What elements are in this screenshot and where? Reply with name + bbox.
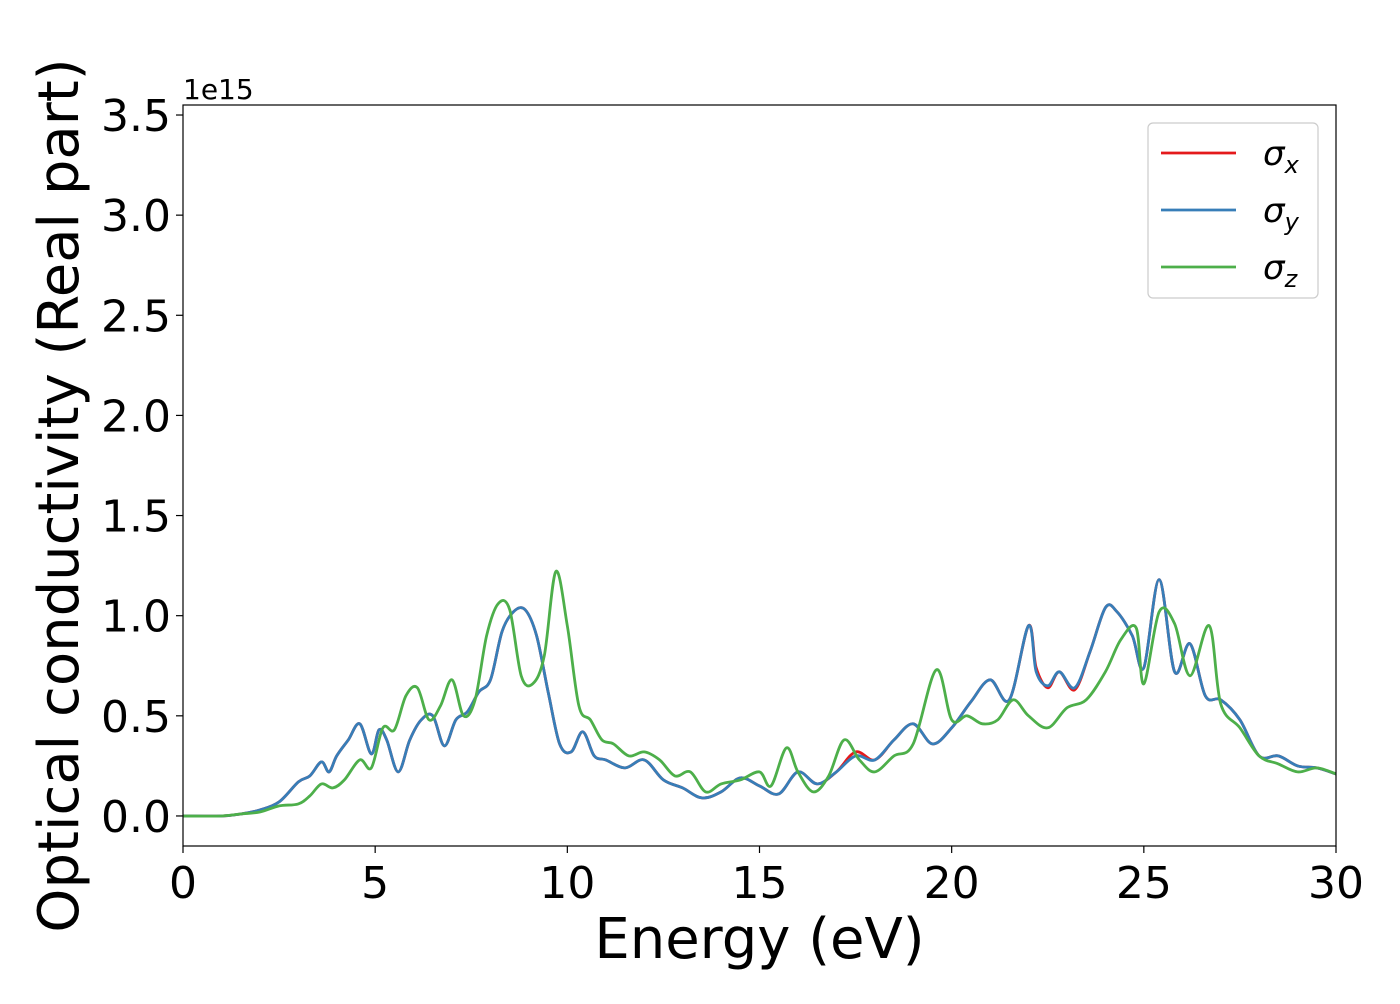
y-tick-label: 2.5: [101, 291, 171, 342]
y-tick-label: 0.0: [101, 792, 171, 843]
x-tick-label: 0: [169, 858, 197, 909]
y-tick-label: 0.5: [101, 692, 171, 743]
y-tick-label: 3.0: [101, 191, 171, 242]
y-axis-title: Optical conductivity (Real part): [27, 58, 92, 932]
x-tick-label: 15: [732, 858, 788, 909]
series-line-x: [182, 578, 1337, 818]
legend-label-z: σz: [1263, 248, 1299, 293]
x-tick-label: 30: [1308, 858, 1364, 909]
x-axis-ticks: 0 5 10 15 20 25 30: [169, 846, 1364, 909]
y-tick-label: 3.5: [101, 91, 171, 142]
y-axis-ticks: 0.0 0.5 1.0 1.5 2.0 2.5 3.0 3.5: [101, 91, 183, 843]
legend: σx σy σz: [1147, 122, 1319, 299]
x-axis-title: Energy (eV): [594, 907, 924, 972]
x-tick-label: 10: [539, 858, 595, 909]
series-line-y: [182, 578, 1337, 818]
y-tick-label: 1.5: [101, 492, 171, 543]
x-tick-label: 20: [924, 858, 980, 909]
legend-label-y: σy: [1263, 191, 1300, 236]
legend-label-x: σx: [1263, 134, 1300, 179]
x-tick-label: 25: [1116, 858, 1172, 909]
series-lines: [182, 570, 1337, 818]
y-tick-label: 1.0: [101, 592, 171, 643]
y-tick-label: 2.0: [101, 391, 171, 442]
x-tick-label: 5: [361, 858, 389, 909]
y-axis-offset-text: 1e15: [183, 73, 254, 106]
series-line-z: [182, 570, 1337, 818]
